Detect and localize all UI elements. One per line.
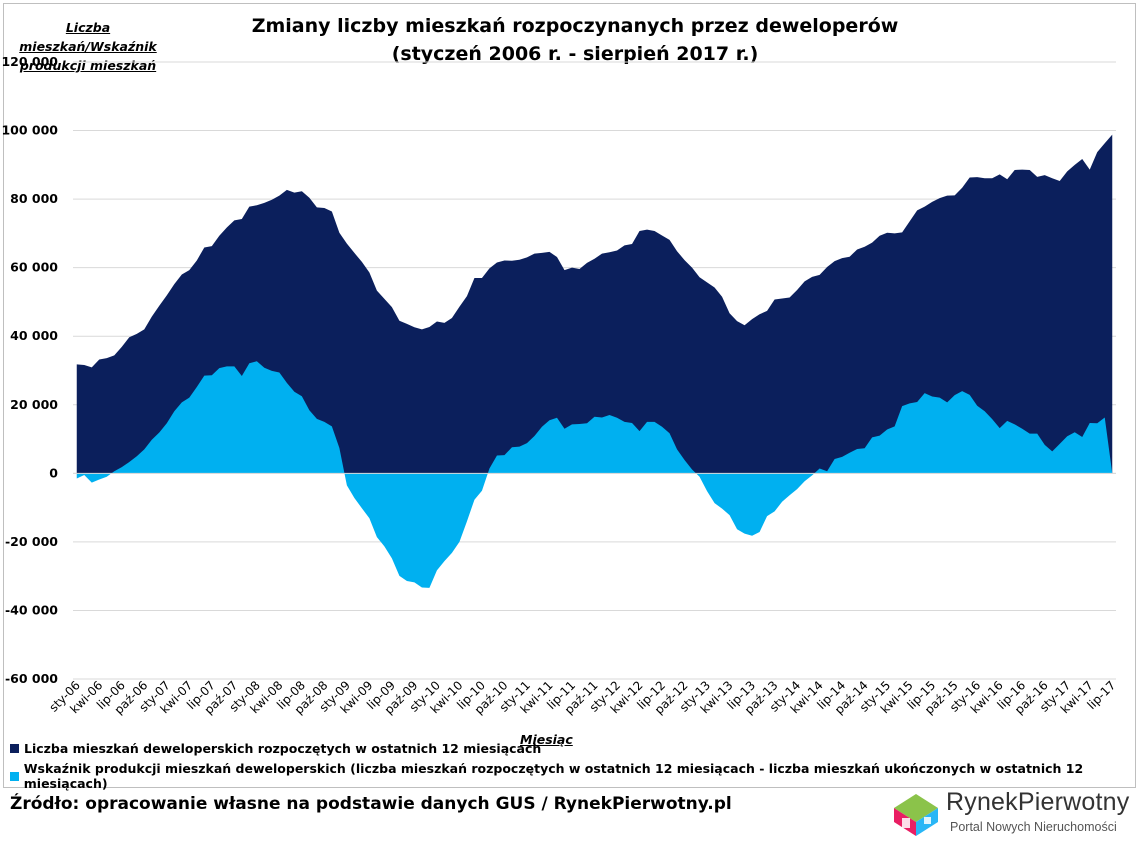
y-tick-label: -60 000 <box>5 671 58 686</box>
house-logo-icon <box>894 794 938 836</box>
chart-title-block: Zmiany liczby mieszkań rozpoczynanych pr… <box>230 12 920 68</box>
y-tick-label: 60 000 <box>10 260 58 275</box>
logo-tagline: Portal Nowych Nieruchomości <box>950 820 1117 834</box>
y-tick-label: 100 000 <box>1 123 58 138</box>
legend-item-starts: Liczba mieszkań deweloperskich rozpoczęt… <box>10 741 541 756</box>
chart-title: Zmiany liczby mieszkań rozpoczynanych pr… <box>251 15 899 37</box>
legend-item-production-index: Wskaźnik produkcji mieszkań deweloperski… <box>10 761 1141 791</box>
y-tick-label: 120 000 <box>1 54 58 69</box>
y-tick-label: -40 000 <box>5 602 58 617</box>
chart-subtitle: (styczeń 2006 r. - sierpień 2017 r.) <box>391 43 759 65</box>
legend-swatch-production-index <box>10 771 19 781</box>
legend-label-production-index: Wskaźnik produkcji mieszkań deweloperski… <box>23 761 1084 791</box>
source-note: Źródło: opracowanie własne na podstawie … <box>10 794 732 814</box>
y-tick-label: 0 <box>49 465 58 480</box>
area-series-1 <box>76 134 1113 474</box>
legend-label-starts: Liczba mieszkań deweloperskich rozpoczęt… <box>24 741 542 756</box>
legend-swatch-starts <box>10 744 19 753</box>
x-axis-title: Miesiąc <box>520 732 573 747</box>
rynekpierwotny-logo: RynekPierwotny Portal Nowych Nieruchomoś… <box>888 788 1138 838</box>
logo-name: RynekPierwotny <box>946 788 1130 816</box>
y-tick-label: 80 000 <box>10 191 58 206</box>
y-tick-label: 20 000 <box>10 397 58 412</box>
y-tick-label: -20 000 <box>5 534 58 549</box>
y-tick-label: 40 000 <box>10 328 58 343</box>
